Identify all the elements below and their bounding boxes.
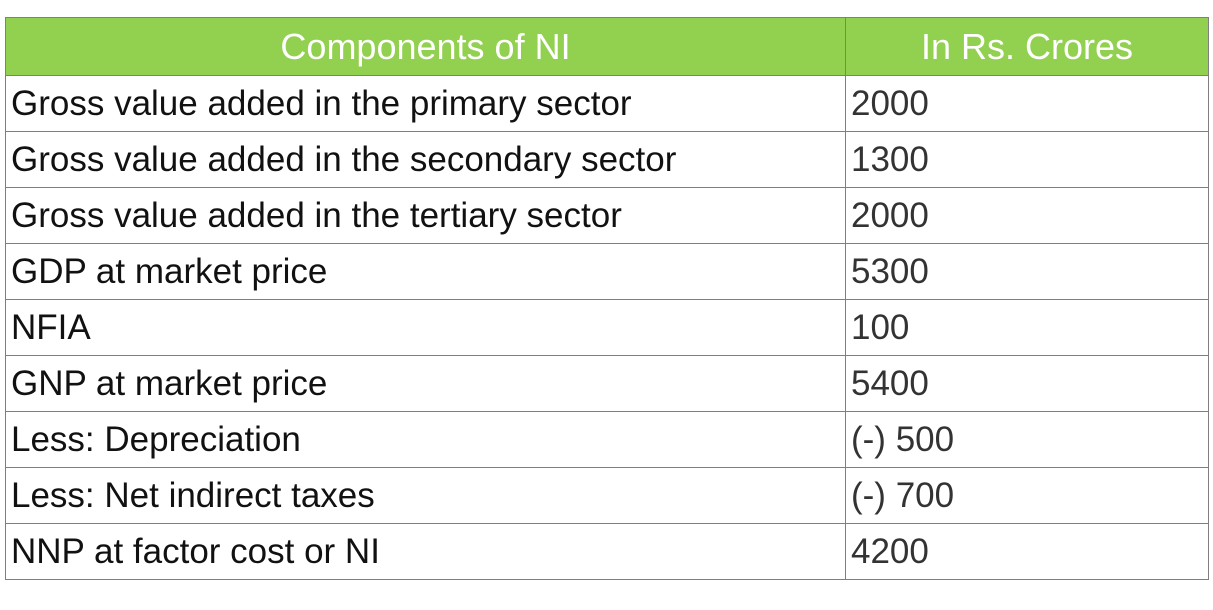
table-body: Gross value added in the primary sector 2…	[5, 75, 1209, 580]
header-cell: In Rs. Crores	[845, 17, 1209, 76]
table-container: Components of NI In Rs. Crores Gross valu…	[5, 17, 1209, 580]
table-row: Gross value added in the primary sector 2…	[5, 75, 1209, 132]
component-cell: Gross value added in the secondary secto…	[5, 131, 846, 188]
table-row: NFIA 100	[5, 299, 1209, 356]
amount-cell: (-) 700	[845, 467, 1209, 524]
header-cell: Components of NI	[5, 17, 846, 76]
component-cell: Less: Depreciation	[5, 411, 846, 468]
component-cell: NNP at factor cost or NI	[5, 523, 846, 580]
amount-cell: 2000	[845, 75, 1209, 132]
amount-cell: 4200	[845, 523, 1209, 580]
table-row: GDP at market price 5300	[5, 243, 1209, 300]
component-cell: NFIA	[5, 299, 846, 356]
header-row: Components of NI In Rs. Crores	[5, 17, 1209, 76]
component-cell: Gross value added in the tertiary sector	[5, 187, 846, 244]
table-row: Gross value added in the secondary secto…	[5, 131, 1209, 188]
component-cell: Gross value added in the primary sector	[5, 75, 846, 132]
component-cell: GNP at market price	[5, 355, 846, 412]
amount-cell: 5300	[845, 243, 1209, 300]
table-row: NNP at factor cost or NI 4200	[5, 523, 1209, 580]
table-row: Less: Net indirect taxes (-) 700	[5, 467, 1209, 524]
ni-table: Components of NI In Rs. Crores Gross valu…	[5, 17, 1209, 580]
amount-cell: 1300	[845, 131, 1209, 188]
component-cell: Less: Net indirect taxes	[5, 467, 846, 524]
table-row: GNP at market price 5400	[5, 355, 1209, 412]
amount-cell: 2000	[845, 187, 1209, 244]
amount-cell: 5400	[845, 355, 1209, 412]
amount-cell: 100	[845, 299, 1209, 356]
component-cell: GDP at market price	[5, 243, 846, 300]
amount-cell: (-) 500	[845, 411, 1209, 468]
table-row: Gross value added in the tertiary sector…	[5, 187, 1209, 244]
table-row: Less: Depreciation (-) 500	[5, 411, 1209, 468]
